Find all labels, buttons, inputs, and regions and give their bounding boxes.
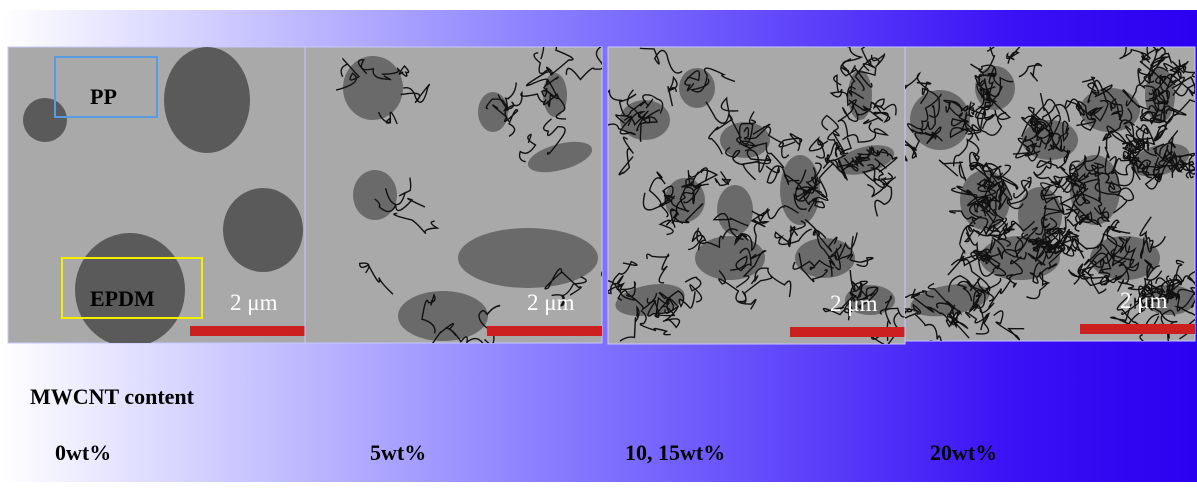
scale-label: 2 μm — [527, 290, 575, 315]
epdm-domain — [720, 122, 770, 158]
figure: 2 μm PP EPDM 2 μm 2 μm 2 μm MWCNT content 0wt… — [0, 0, 1197, 492]
scale-bar — [1080, 324, 1195, 334]
epdm-domain — [343, 56, 403, 120]
epdm-domain — [478, 92, 508, 132]
panel: 2 μm PP EPDM — [8, 47, 305, 347]
panel: 2 μm — [601, 31, 924, 346]
panel: 2 μm — [884, 44, 1197, 355]
scale-bar — [790, 327, 905, 337]
content-label: 5wt% — [370, 440, 426, 465]
content-label: 10, 15wt% — [625, 440, 725, 465]
content-label: 0wt% — [55, 440, 111, 465]
pp-label: PP — [90, 84, 117, 109]
scale-label: 2 μm — [1120, 288, 1168, 313]
epdm-domain — [164, 47, 250, 153]
epdm-domain — [353, 170, 397, 220]
panel: 2 μm — [305, 42, 640, 351]
epdm-domain — [398, 291, 488, 341]
scale-label: 2 μm — [830, 291, 878, 316]
epdm-label: EPDM — [90, 286, 155, 311]
scale-label: 2 μm — [230, 290, 278, 315]
epdm-domain — [223, 188, 303, 272]
epdm-domain — [23, 98, 67, 142]
epdm-domain — [458, 228, 598, 288]
scale-bar — [190, 326, 305, 336]
epdm-domain — [679, 68, 715, 108]
epdm-domain — [717, 185, 753, 235]
scale-bar — [487, 326, 602, 336]
content-label: 20wt% — [930, 440, 997, 465]
content-heading: MWCNT content — [30, 384, 195, 409]
